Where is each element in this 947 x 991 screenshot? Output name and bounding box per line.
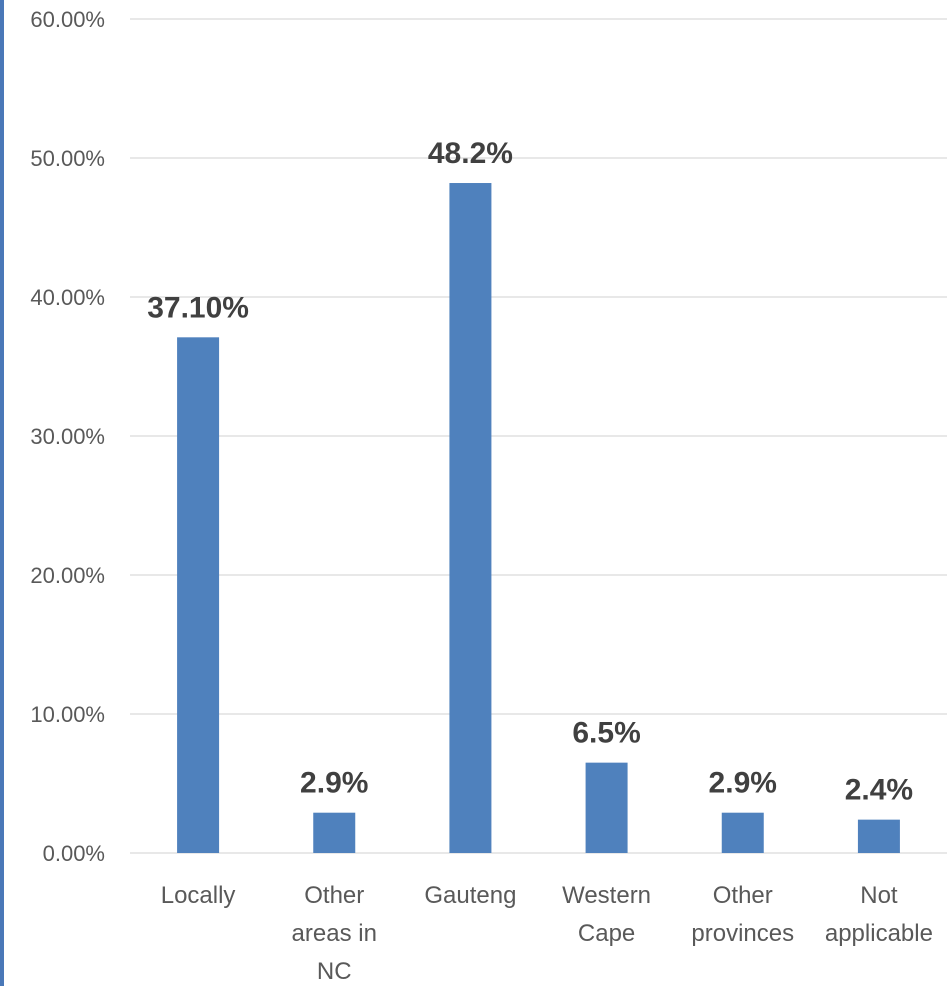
bar xyxy=(857,819,900,853)
bar xyxy=(721,812,764,853)
y-tick-label: 50.00% xyxy=(30,146,105,171)
y-tick-label: 60.00% xyxy=(30,7,105,32)
data-label: 2.4% xyxy=(845,774,913,807)
bar xyxy=(313,812,356,853)
y-tick-label: 20.00% xyxy=(30,563,105,588)
gridlines xyxy=(130,18,947,854)
x-category-label: Other xyxy=(713,882,773,909)
x-axis-category-labels: Locally Other areas in NC Gauteng Western Cape… xyxy=(161,882,933,985)
data-label: 2.9% xyxy=(709,767,777,800)
x-category-label: Cape xyxy=(578,920,635,947)
x-category-label: Not xyxy=(860,882,898,909)
y-tick-label: 0.00% xyxy=(43,841,105,866)
data-label: 6.5% xyxy=(572,717,640,750)
bar xyxy=(585,762,628,853)
x-category-label: Locally xyxy=(161,882,236,909)
bars xyxy=(177,183,900,853)
bar xyxy=(449,183,492,853)
x-category-label: Other xyxy=(304,882,364,909)
y-tick-label: 30.00% xyxy=(30,424,105,449)
x-category-label: provinces xyxy=(691,920,794,947)
data-label: 48.2% xyxy=(428,137,513,170)
x-category-label: NC xyxy=(317,958,352,985)
y-tick-label: 40.00% xyxy=(30,285,105,310)
x-category-label: Gauteng xyxy=(424,882,516,909)
y-tick-label: 10.00% xyxy=(30,702,105,727)
bar xyxy=(177,337,220,853)
x-category-label: Western xyxy=(562,882,651,909)
data-labels: 37.10% 2.9% 48.2% 6.5% 2.9% 2.4% xyxy=(147,137,913,807)
data-label: 2.9% xyxy=(300,767,368,800)
left-edge-rule xyxy=(0,0,4,986)
x-category-label: areas in xyxy=(292,920,377,947)
x-category-label: applicable xyxy=(825,920,933,947)
y-axis-tick-labels: 0.00% 10.00% 20.00% 30.00% 40.00% 50.00% 60.00… xyxy=(30,7,105,866)
data-label: 37.10% xyxy=(147,291,249,324)
